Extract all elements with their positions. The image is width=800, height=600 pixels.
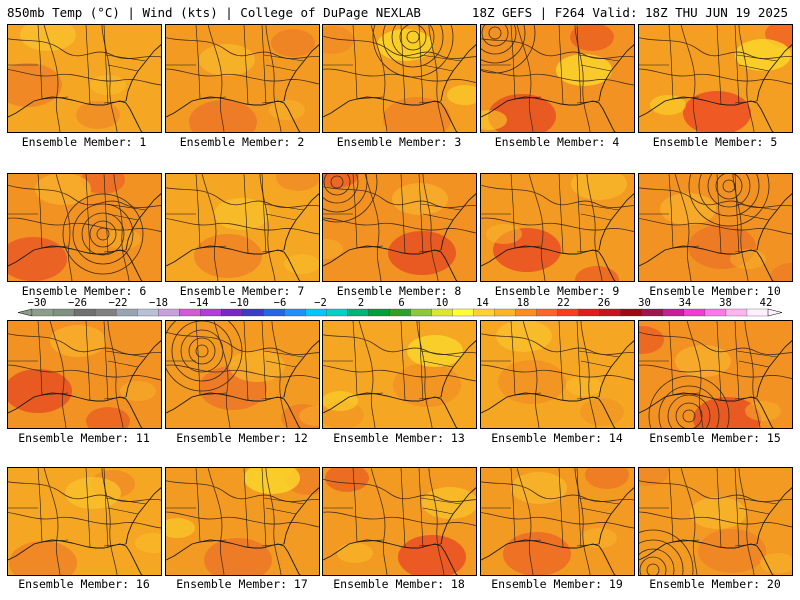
colorbar-swatch	[662, 308, 685, 317]
ensemble-member-map	[165, 320, 320, 429]
colorbar-swatch	[73, 308, 96, 317]
colorbar-tick-label: −30	[28, 297, 47, 309]
colorbar-tick-label: 10	[436, 297, 449, 309]
ensemble-member-label: Ensemble Member: 7	[179, 284, 305, 298]
header-valid-time: 18Z GEFS | F264 Valid: 18Z THU JUN 19 20…	[471, 5, 788, 20]
colorbar-swatch	[94, 308, 117, 317]
ensemble-member-map	[638, 24, 793, 133]
temperature-colorbar: −30 −26 −22 −18 −14 −10 −6 −2 2 6 10 14 18 22 26 30 34 38…	[17, 297, 783, 317]
ensemble-member-label: Ensemble Member: 13	[333, 431, 465, 445]
colorbar-swatch	[389, 308, 411, 317]
ensemble-member-map	[165, 24, 320, 133]
colorbar-tick-label: 18	[517, 297, 530, 309]
colorbar-swatch	[347, 308, 369, 317]
ensemble-member-map	[638, 173, 793, 282]
ensemble-member-map	[7, 24, 162, 133]
colorbar-swatch	[494, 308, 517, 317]
ensemble-member-map	[322, 173, 477, 282]
colorbar-swatch	[536, 308, 559, 317]
colorbar-swatch	[242, 308, 264, 317]
ensemble-member-map	[7, 467, 162, 576]
colorbar-high-arrow	[767, 308, 783, 317]
colorbar-swatch	[305, 308, 327, 317]
colorbar-tick-label: −26	[68, 297, 87, 309]
colorbar-swatch	[52, 308, 75, 317]
colorbar-swatch	[641, 308, 664, 317]
ensemble-member-map	[480, 173, 635, 282]
ensemble-member-map	[165, 173, 320, 282]
colorbar-swatch	[368, 308, 390, 317]
colorbar-swatch	[578, 308, 601, 317]
colorbar-tick-label: 38	[719, 297, 732, 309]
colorbar-swatch	[725, 308, 748, 317]
colorbar-swatch	[473, 308, 496, 317]
colorbar-tick-label: −10	[230, 297, 249, 309]
colorbar-tick-label: −2	[314, 297, 327, 309]
colorbar-tick-label: −6	[274, 297, 287, 309]
ensemble-member-label: Ensemble Member: 3	[336, 135, 462, 149]
ensemble-member-map	[480, 467, 635, 576]
ensemble-member-label: Ensemble Member: 20	[649, 577, 781, 591]
colorbar-tick-label: −22	[109, 297, 128, 309]
colorbar-swatch	[410, 308, 432, 317]
colorbar-swatch	[158, 308, 180, 317]
colorbar-swatch	[746, 308, 769, 317]
ensemble-member-label: Ensemble Member: 4	[494, 135, 620, 149]
colorbar-swatch	[620, 308, 643, 317]
ensemble-member-label: Ensemble Member: 1	[21, 135, 147, 149]
colorbar-swatch	[179, 308, 201, 317]
ensemble-member-label: Ensemble Member: 9	[494, 284, 620, 298]
ensemble-member-map	[480, 320, 635, 429]
colorbar-swatch	[31, 308, 54, 317]
colorbar-tick-label: 14	[476, 297, 489, 309]
ensemble-member-label: Ensemble Member: 19	[491, 577, 623, 591]
colorbar-tick-label: 2	[358, 297, 364, 309]
colorbar-tick-label: −18	[149, 297, 168, 309]
colorbar-tick-label: 26	[598, 297, 611, 309]
colorbar-swatch	[704, 308, 727, 317]
colorbar-swatch	[200, 308, 222, 317]
ensemble-member-label: Ensemble Member: 10	[649, 284, 781, 298]
colorbar-tick-label: 6	[398, 297, 404, 309]
colorbar-swatch	[284, 308, 306, 317]
colorbar-swatch	[557, 308, 580, 317]
ensemble-member-label: Ensemble Member: 5	[652, 135, 778, 149]
colorbar-swatch	[683, 308, 706, 317]
ensemble-member-map	[638, 467, 793, 576]
ensemble-member-label: Ensemble Member: 2	[179, 135, 305, 149]
ensemble-member-label: Ensemble Member: 14	[491, 431, 623, 445]
ensemble-member-map	[7, 173, 162, 282]
colorbar-swatch	[263, 308, 285, 317]
colorbar-swatch	[452, 308, 475, 317]
ensemble-member-label: Ensemble Member: 6	[21, 284, 147, 298]
colorbar-tick-label: 22	[557, 297, 570, 309]
ensemble-member-map	[638, 320, 793, 429]
ensemble-member-label: Ensemble Member: 16	[18, 577, 150, 591]
colorbar-swatch	[115, 308, 138, 317]
ensemble-member-map	[322, 467, 477, 576]
ensemble-member-label: Ensemble Member: 15	[649, 431, 781, 445]
ensemble-member-label: Ensemble Member: 12	[176, 431, 308, 445]
ensemble-member-map	[165, 467, 320, 576]
ensemble-member-label: Ensemble Member: 8	[336, 284, 462, 298]
ensemble-member-label: Ensemble Member: 17	[176, 577, 308, 591]
colorbar-swatch	[515, 308, 538, 317]
colorbar-tick-label: 30	[638, 297, 651, 309]
ensemble-member-label: Ensemble Member: 18	[333, 577, 465, 591]
colorbar-swatch	[431, 308, 454, 317]
ensemble-member-map	[480, 24, 635, 133]
colorbar-swatch	[599, 308, 622, 317]
ensemble-member-map	[322, 24, 477, 133]
colorbar-low-arrow	[17, 308, 33, 317]
ensemble-member-label: Ensemble Member: 11	[18, 431, 150, 445]
ensemble-member-map	[7, 320, 162, 429]
header-title: 850mb Temp (°C) | Wind (kts) | College o…	[7, 5, 421, 20]
colorbar-tick-label: 42	[760, 297, 773, 309]
colorbar-swatch	[136, 308, 159, 317]
colorbar-tick-label: 34	[679, 297, 692, 309]
colorbar-swatch	[326, 308, 348, 317]
colorbar-tick-label: −14	[190, 297, 209, 309]
ensemble-member-map	[322, 320, 477, 429]
colorbar-swatch	[221, 308, 243, 317]
